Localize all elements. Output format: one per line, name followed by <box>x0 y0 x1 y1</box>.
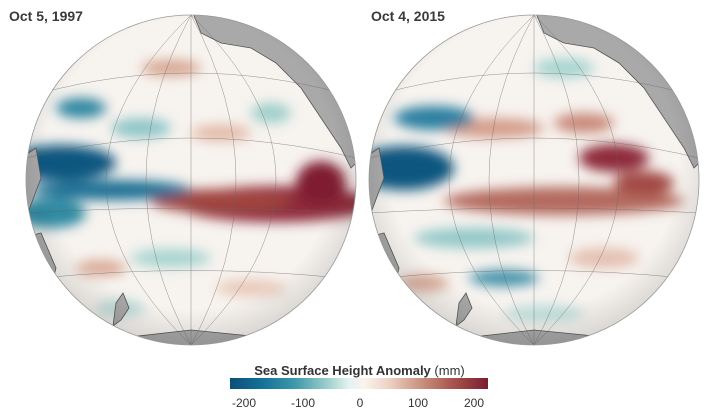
date-label-1997: Oct 5, 1997 <box>9 8 83 24</box>
legend-unit: (mm) <box>434 363 465 378</box>
globe-1997-map <box>25 14 357 346</box>
legend-tick-100: 100 <box>407 396 429 410</box>
legend-tick-minus-200: -200 <box>231 396 257 410</box>
globe-2015-map <box>368 14 700 346</box>
legend-title-text: Sea Surface Height Anomaly <box>254 363 431 378</box>
color-scale-bar <box>230 378 488 389</box>
legend-tick-0: 0 <box>356 396 364 410</box>
legend-tick-200: 200 <box>463 396 485 410</box>
date-label-2015: Oct 4, 2015 <box>371 8 445 24</box>
legend-title: Sea Surface Height Anomaly (mm) <box>0 363 719 378</box>
legend-tick-minus-100: -100 <box>290 396 316 410</box>
